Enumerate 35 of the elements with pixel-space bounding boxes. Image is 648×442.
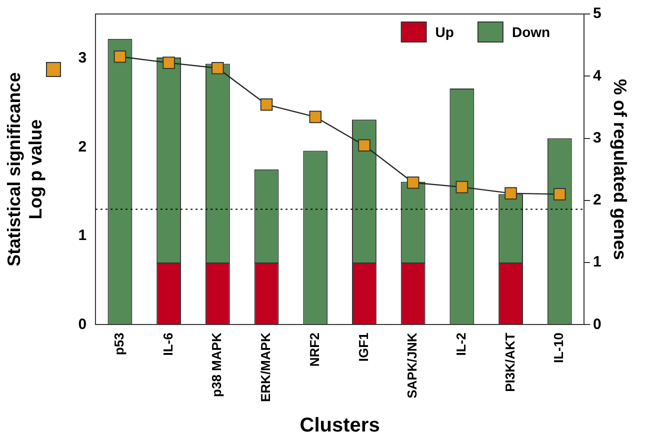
x-tick-label: IGF1 [356,332,371,362]
y2-axis-title: % of regulated genes [610,78,630,260]
point [212,62,224,74]
y2-tick-label: 4 [593,67,602,84]
point [406,176,420,189]
y-axis-title: Statistical significance Log p value [4,72,46,266]
x-tick-label: IL-2 [454,332,469,356]
legend-label: Up [435,24,454,40]
y-tick-label: 0 [78,316,87,333]
x-tick-label: ERK/MAPK [258,332,274,402]
y-tick-label: 2 [78,138,87,156]
legend-label: Down [512,24,550,40]
x-tick-label: p53 [112,332,127,356]
point [162,56,175,69]
point [456,180,468,194]
point [504,187,517,200]
y2-tick-label: 0 [593,316,602,333]
y2-tick-label: 3 [593,129,602,146]
x-tick-label: SAPK/JNK [404,332,420,398]
y2-tick-label: 5 [593,5,602,22]
y2-tick-label: 2 [593,192,602,209]
point [114,50,126,63]
y-tick-label: 1 [78,227,87,244]
point [260,98,273,111]
y-tick-label: 3 [78,50,87,67]
x-tick-label: NRF2 [306,332,322,367]
x-tick-label: PI3K/AKT [502,332,518,392]
point [358,139,370,152]
x-tick-label: p38 MAPK [209,332,224,397]
point [309,110,322,124]
point [553,188,566,200]
x-axis-title: Clusters [300,414,380,437]
x-tick-label: IL-10 [551,332,566,364]
x-tick-label: IL-6 [160,332,176,356]
y2-tick-label: 1 [593,254,602,271]
